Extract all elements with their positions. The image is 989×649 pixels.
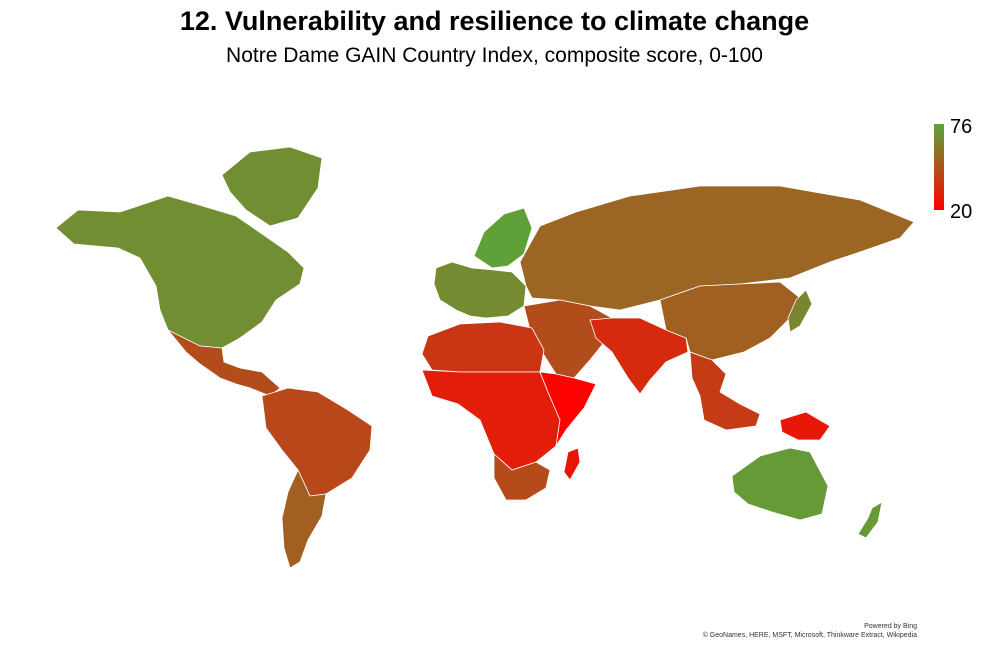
region-southeast-asia xyxy=(689,351,761,431)
region-western-europe xyxy=(433,261,527,319)
chart-title: 12. Vulnerability and resilience to clim… xyxy=(179,6,810,36)
region-horn-of-africa xyxy=(539,371,597,447)
region-madagascar xyxy=(563,447,581,481)
map-credits: © GeoNames, HERE, MSFT, Microsoft, Think… xyxy=(702,632,917,639)
region-papua-new-guinea xyxy=(779,411,831,441)
region-southern-africa xyxy=(493,453,551,501)
chart-subtitle: Notre Dame GAIN Country Index, composite… xyxy=(226,44,763,67)
region-greenland xyxy=(221,146,323,227)
legend-color-scale xyxy=(934,124,944,210)
legend-min-label: 20 xyxy=(950,201,973,223)
region-new-zealand xyxy=(857,501,883,539)
region-australia xyxy=(731,447,829,521)
legend-max-label: 76 xyxy=(950,116,973,138)
region-china-east-asia xyxy=(659,281,801,361)
powered-by-text: Powered by Bing xyxy=(864,623,917,630)
region-north-america xyxy=(55,195,305,349)
region-sub-saharan-africa xyxy=(421,369,561,471)
region-south-asia xyxy=(589,317,689,395)
region-japan xyxy=(787,289,813,333)
region-southern-cone xyxy=(281,469,327,569)
region-northern-europe xyxy=(473,207,533,269)
region-north-africa xyxy=(421,321,545,373)
region-south-america xyxy=(261,387,373,497)
